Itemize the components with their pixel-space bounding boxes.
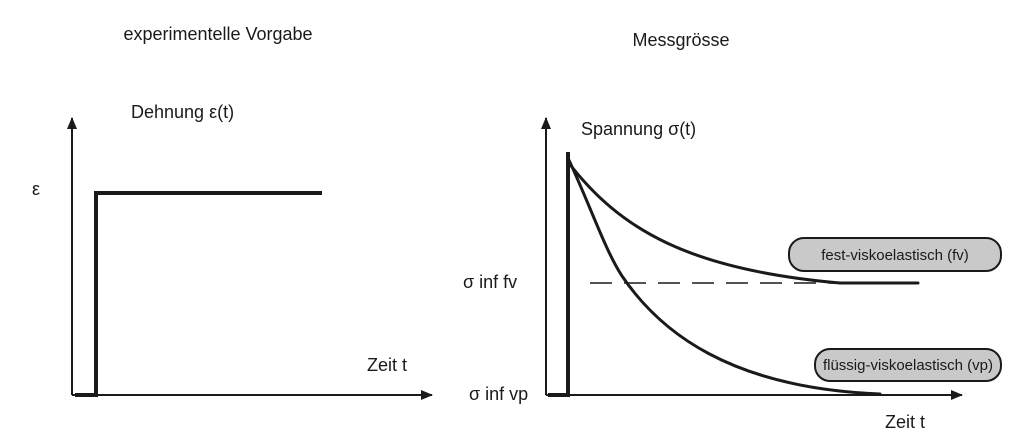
fv-relaxation-curve xyxy=(566,160,920,285)
right-y-axis-label: Spannung σ(t) xyxy=(581,119,696,139)
left-x-axis-label: Zeit t xyxy=(367,355,407,375)
vp-legend-text: flüssig-viskoelastisch (vp) xyxy=(823,357,993,374)
strain-step-curve xyxy=(75,191,322,397)
sigma-inf-vp-label: σ inf vp xyxy=(469,384,528,404)
vp-legend-pill xyxy=(814,348,1002,382)
fv-legend-text: fest-viskoelastisch (fv) xyxy=(821,247,969,264)
strain-level-label: ε xyxy=(32,179,40,199)
left-y-axis-label: Dehnung ε(t) xyxy=(131,102,234,122)
sigma-inf-fv-label: σ inf fv xyxy=(463,272,517,292)
fv-legend-pill xyxy=(788,237,1002,272)
vp-legend-label: flüssig-viskoelastisch (vp) xyxy=(814,348,1002,382)
fv-legend-label: fest-viskoelastisch (fv) xyxy=(788,237,1002,272)
right-x-axis-label: Zeit t xyxy=(885,412,925,432)
vp-relaxation-curve xyxy=(566,156,882,396)
right-panel: Messgrösse Spannung σ(t) σ inf fv σ inf … xyxy=(463,30,1002,432)
stress-jump-line xyxy=(548,152,570,397)
right-panel-title: Messgrösse xyxy=(632,30,729,50)
left-panel-title: experimentelle Vorgabe xyxy=(123,24,312,44)
left-panel: experimentelle Vorgabe Dehnung ε(t) ε Ze… xyxy=(32,24,433,400)
